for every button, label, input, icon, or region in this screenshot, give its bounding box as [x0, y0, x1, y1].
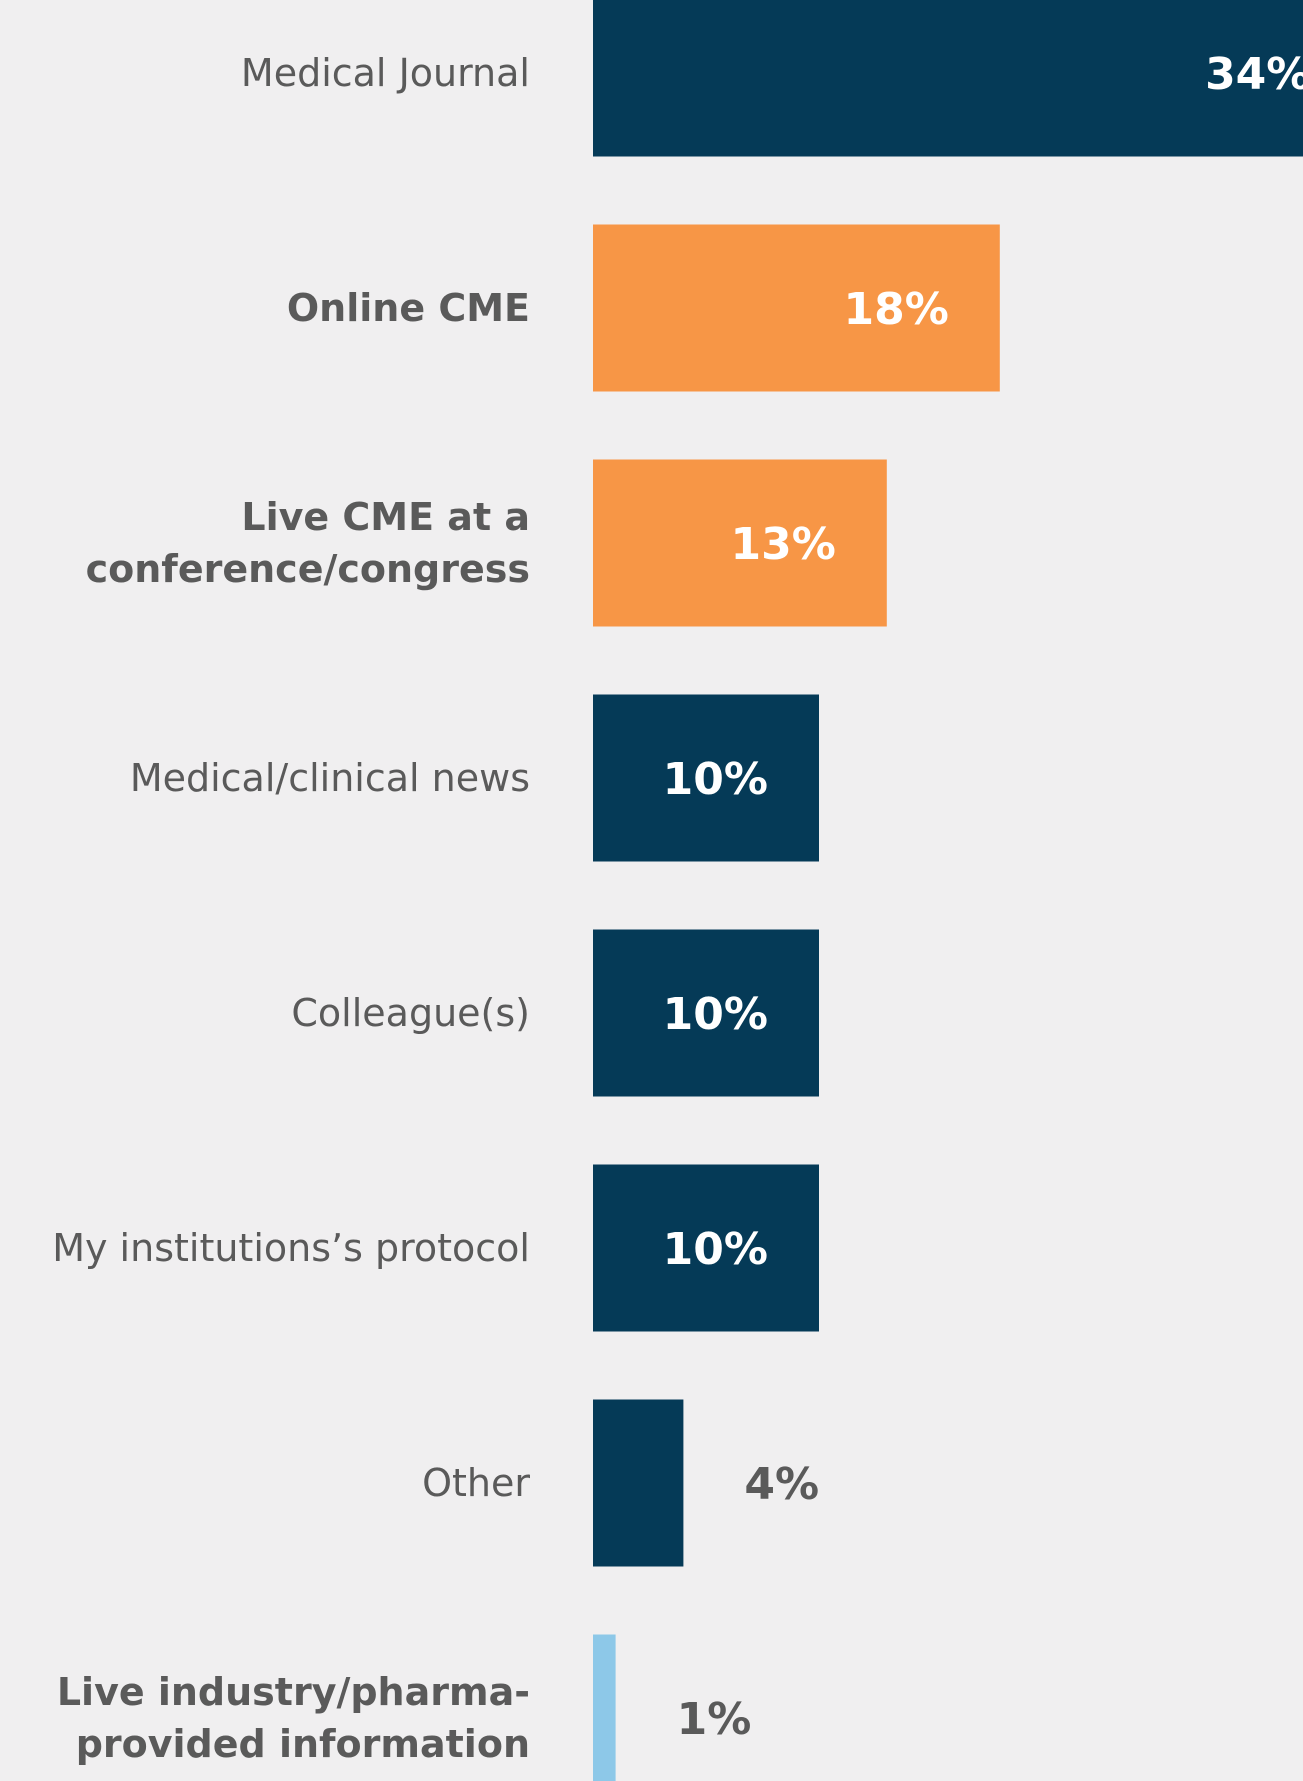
bar — [593, 694, 819, 862]
category-label: My institutions’s protocol — [52, 1226, 530, 1270]
bar — [593, 1399, 684, 1567]
bar — [593, 1634, 616, 1781]
category-label: Medical/clinical news — [129, 756, 530, 800]
bar — [593, 224, 1000, 392]
bar — [593, 1164, 819, 1332]
bar — [593, 929, 819, 1097]
value-label: 18% — [843, 284, 948, 335]
value-label: 10% — [663, 1224, 768, 1275]
category-label: Colleague(s) — [291, 991, 530, 1035]
bar — [593, 0, 1303, 157]
value-label: 10% — [663, 989, 768, 1040]
value-label: 10% — [663, 754, 768, 805]
value-label: 34% — [1205, 49, 1303, 100]
category-label: Medical Journal — [240, 51, 530, 95]
bar — [593, 459, 887, 627]
category-label: Live industry/pharma-provided informatio… — [56, 1670, 530, 1766]
category-label: Online CME — [286, 286, 530, 330]
value-label: 1% — [677, 1694, 752, 1745]
category-label: Other — [422, 1461, 530, 1505]
value-label: 4% — [744, 1459, 819, 1510]
category-label: Live CME at a conference/congress — [85, 495, 530, 591]
value-label: 13% — [730, 519, 835, 570]
